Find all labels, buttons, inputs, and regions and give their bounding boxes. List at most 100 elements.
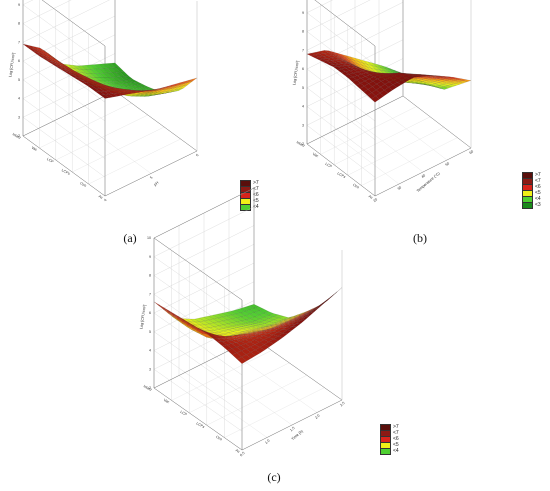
category-tick-label: LCP <box>180 410 189 417</box>
x-axis-title: pH <box>153 180 159 186</box>
side-wall-gridline <box>306 125 376 178</box>
side-wall-gridline <box>306 68 376 122</box>
category-tick-label: LCPs <box>61 168 71 176</box>
z-tick-label: 7 <box>149 292 151 296</box>
floor-gridline <box>378 107 448 161</box>
z-tick-label: 9 <box>149 255 151 259</box>
surface-patch <box>153 301 164 309</box>
legend-item: <3 <box>522 201 541 209</box>
z-tick-label: 7 <box>18 40 20 44</box>
legend-label: <6 <box>393 436 399 442</box>
z-tick-label: 3 <box>302 123 304 127</box>
z-tick-label: 5 <box>302 86 304 90</box>
box-edge <box>306 95 404 145</box>
category-tick-label: LCPs <box>196 421 206 429</box>
z-axis-title: Log [CFU/cm²] <box>292 60 299 85</box>
box-edge <box>114 90 198 152</box>
side-wall-gridline <box>153 256 243 319</box>
box-edge <box>22 135 106 197</box>
legend-label: <3 <box>535 202 541 208</box>
legend-label: <5 <box>253 198 259 204</box>
z-tick-label: 8 <box>302 30 304 34</box>
x-tick-label: 50 <box>445 161 451 167</box>
z-tick-label: 2 <box>149 386 151 390</box>
box-edge <box>41 0 106 47</box>
z-axis-title: Log [CFU/cm²] <box>8 52 15 77</box>
x-tick-label: 60 <box>469 149 475 155</box>
legend-label: <4 <box>253 204 259 210</box>
z-tick-label: 10 <box>147 236 151 240</box>
side-wall-gridline <box>22 98 106 159</box>
caption-a: (a) <box>123 231 137 245</box>
side-wall-gridline <box>153 369 243 432</box>
side-wall-gridline <box>153 312 243 376</box>
z-tick-label: 2 <box>18 134 20 138</box>
legend-label: >7 <box>535 172 541 178</box>
x-tick-label: 5 <box>149 176 153 180</box>
side-wall-gridline <box>153 331 243 394</box>
z-tick-label: 3 <box>149 367 151 371</box>
z-tick-label: 2 <box>302 142 304 146</box>
side-wall-gridline <box>22 4 106 65</box>
category-tick-label: Intact <box>296 140 306 148</box>
floor-gridline <box>354 119 424 173</box>
category-tick-label: Vac <box>312 152 319 158</box>
z-tick-label: 4 <box>149 349 151 353</box>
x-tick-label: 1.0 <box>264 439 270 445</box>
legend-item: <4 <box>240 203 259 211</box>
x-tick-label: 20 <box>373 197 379 203</box>
category-tick-label: Vac <box>31 146 38 152</box>
z-tick-label: 6 <box>18 59 20 63</box>
z-tick-label: 5 <box>18 78 20 82</box>
floor-gridline <box>330 131 400 185</box>
category-tick-label: Intact <box>12 132 22 140</box>
surface-plot-c: 2 3 4 5 6 7 8 9 10 Log [CFU/cm²] Intact Vac LCP LCPs O… <box>120 187 360 468</box>
z-tick-label: 8 <box>18 22 20 26</box>
z-tick-label: 6 <box>149 311 151 315</box>
box-edge <box>153 387 243 451</box>
side-wall-gridline <box>306 12 376 65</box>
caption-b: (b) <box>413 231 427 245</box>
category-tick-label: LCPs <box>337 171 347 179</box>
x-tick-label: 2.5 <box>339 401 345 407</box>
legend-swatch <box>522 201 533 209</box>
z-axis-title: Log [CFU/cm²] <box>139 304 146 329</box>
surface-patch <box>188 77 198 83</box>
category-tick-label: Ozo <box>215 435 223 442</box>
x-tick-label: 40 <box>421 173 427 179</box>
z-tick-label: 4 <box>18 97 20 101</box>
legend-b: >7 <7 <6 <5 <4 <3 <box>522 171 541 209</box>
box-edge <box>153 237 243 301</box>
category-tick-label: LCP <box>325 162 334 169</box>
legend-label: <6 <box>253 192 259 198</box>
box-edge <box>374 147 472 197</box>
legend-item: <4 <box>380 447 399 455</box>
surface-mesh <box>22 44 198 99</box>
legend-label: <4 <box>535 196 541 202</box>
legend-label: <4 <box>393 448 399 454</box>
legend-label: <5 <box>393 442 399 448</box>
legend-label: <5 <box>535 190 541 196</box>
surface-patch <box>314 303 324 310</box>
floor-gridline <box>203 362 293 426</box>
box-edge <box>153 187 255 239</box>
legend-c: >7 <7 <6 <5 <4 <box>380 423 399 455</box>
side-wall-gridline <box>153 350 243 413</box>
legend-label: >7 <box>393 424 399 430</box>
box-edge <box>22 90 116 137</box>
floor-gridline <box>68 113 152 174</box>
surface-patch <box>332 287 343 296</box>
x-tick-label: 1.5 <box>289 426 295 432</box>
side-wall-gridline <box>41 0 106 47</box>
legend-label: >7 <box>253 180 259 186</box>
legend-label: <6 <box>535 184 541 190</box>
surface-mesh <box>153 287 343 364</box>
x-axis-title: Temperature (°C) <box>416 171 441 193</box>
side-wall-gridline <box>22 60 106 122</box>
category-tick-label: Ozo <box>352 183 360 190</box>
x-tick-label: 2.0 <box>314 414 320 420</box>
